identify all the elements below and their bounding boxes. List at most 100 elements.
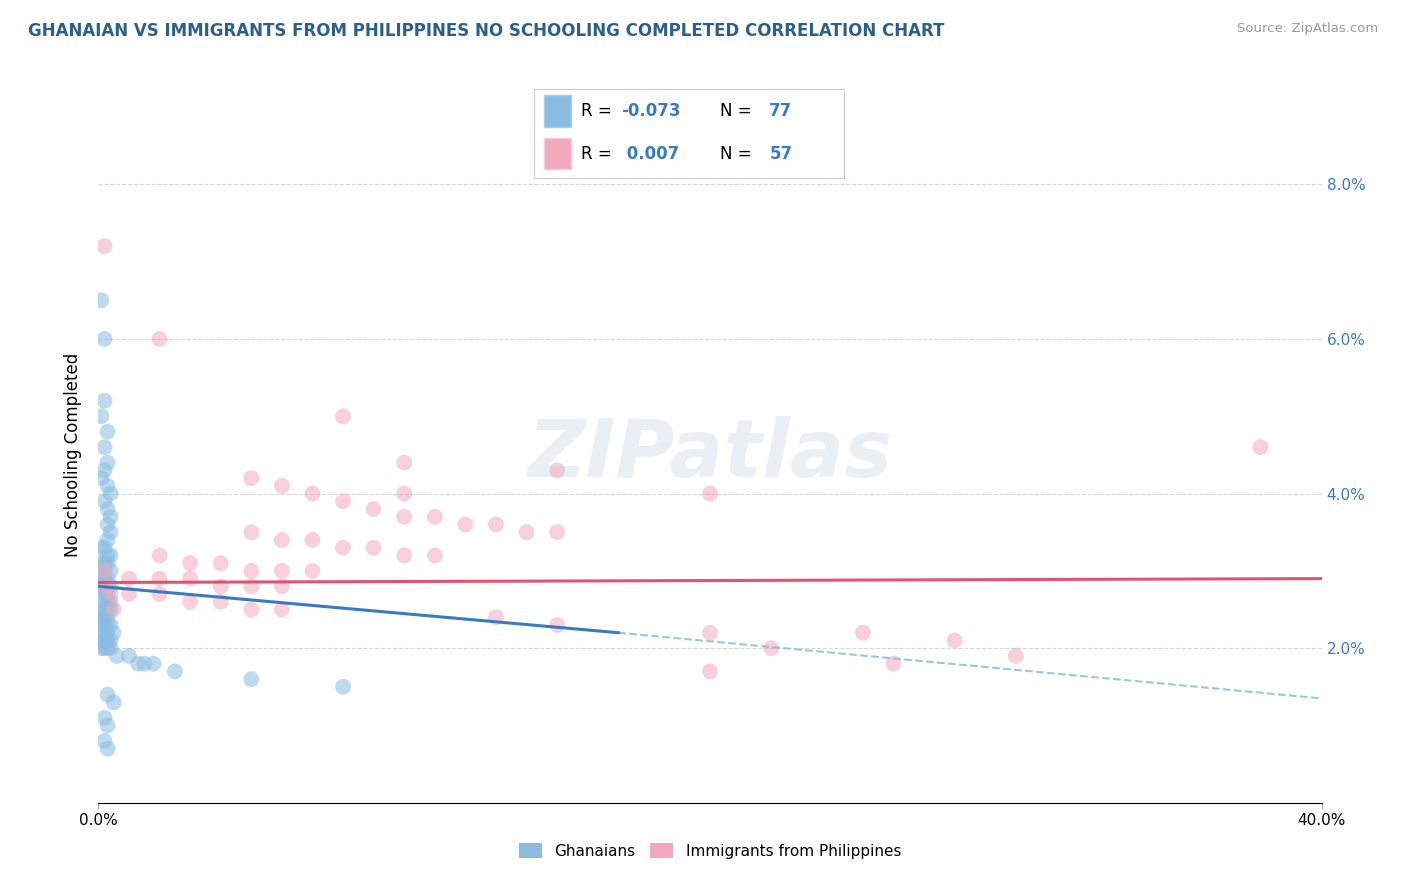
Point [93, 595, 115, 609]
Point [100, 587, 122, 601]
Point [105, 648, 128, 663]
Point [93, 572, 115, 586]
Point [93, 463, 115, 477]
Point [93, 711, 115, 725]
Legend: Ghanaians, Immigrants from Philippines: Ghanaians, Immigrants from Philippines [513, 837, 907, 864]
Point [97, 533, 120, 547]
Point [93, 602, 115, 616]
Point [1004, 648, 1026, 663]
Point [127, 657, 149, 671]
Point [392, 509, 416, 524]
Text: R =: R = [581, 103, 617, 120]
Point [209, 595, 232, 609]
Point [149, 572, 172, 586]
Point [90, 564, 112, 578]
Point [97, 502, 120, 516]
Point [97, 456, 120, 470]
Point [93, 618, 115, 632]
Point [93, 610, 115, 624]
Point [90, 556, 112, 570]
Point [90, 633, 112, 648]
Text: N =: N = [720, 145, 756, 163]
Point [97, 610, 120, 624]
Point [179, 556, 201, 570]
Point [93, 494, 115, 508]
Point [97, 479, 120, 493]
Point [97, 741, 120, 756]
Point [546, 618, 568, 632]
Point [454, 517, 477, 532]
Point [93, 440, 115, 454]
Point [97, 633, 120, 648]
Point [100, 564, 122, 578]
Point [97, 602, 120, 616]
Point [103, 695, 125, 709]
Point [97, 587, 120, 601]
Point [97, 641, 120, 656]
Point [485, 610, 508, 624]
Point [93, 541, 115, 555]
Point [100, 509, 122, 524]
Point [100, 525, 122, 540]
Point [1249, 440, 1271, 454]
Point [90, 641, 112, 656]
Point [93, 564, 115, 578]
Point [97, 595, 120, 609]
Point [93, 556, 115, 570]
Point [93, 641, 115, 656]
Point [90, 602, 112, 616]
Point [392, 486, 416, 500]
Point [97, 718, 120, 732]
Point [943, 633, 966, 648]
Text: 77: 77 [769, 103, 793, 120]
Point [301, 533, 323, 547]
Y-axis label: No Schooling Completed: No Schooling Completed [65, 353, 83, 557]
Bar [544, 138, 571, 169]
Point [93, 332, 115, 346]
Point [240, 579, 263, 593]
Point [93, 633, 115, 648]
Point [118, 572, 141, 586]
Point [118, 587, 141, 601]
Point [546, 525, 568, 540]
Point [332, 541, 354, 555]
Point [93, 587, 115, 601]
Point [100, 486, 122, 500]
Point [485, 517, 508, 532]
Point [699, 665, 721, 679]
Text: R =: R = [581, 145, 617, 163]
Point [90, 579, 112, 593]
Point [546, 463, 568, 477]
Point [90, 293, 112, 308]
Point [100, 633, 122, 648]
Point [240, 471, 263, 485]
Point [90, 471, 112, 485]
Point [240, 564, 263, 578]
Point [100, 549, 122, 563]
Point [97, 579, 120, 593]
Point [97, 625, 120, 640]
Text: 57: 57 [769, 145, 793, 163]
Point [90, 572, 112, 586]
Point [301, 564, 323, 578]
Point [332, 409, 354, 424]
Point [270, 533, 292, 547]
Point [149, 332, 172, 346]
Point [90, 625, 112, 640]
Point [149, 587, 172, 601]
Point [516, 525, 538, 540]
Point [100, 602, 122, 616]
Point [240, 525, 263, 540]
Point [363, 541, 385, 555]
Point [423, 549, 446, 563]
Point [100, 579, 122, 593]
Point [90, 610, 112, 624]
Point [100, 595, 122, 609]
Point [332, 494, 354, 508]
Point [90, 618, 112, 632]
Point [97, 579, 120, 593]
Point [100, 618, 122, 632]
Point [93, 564, 115, 578]
Point [93, 734, 115, 748]
Point [883, 657, 905, 671]
